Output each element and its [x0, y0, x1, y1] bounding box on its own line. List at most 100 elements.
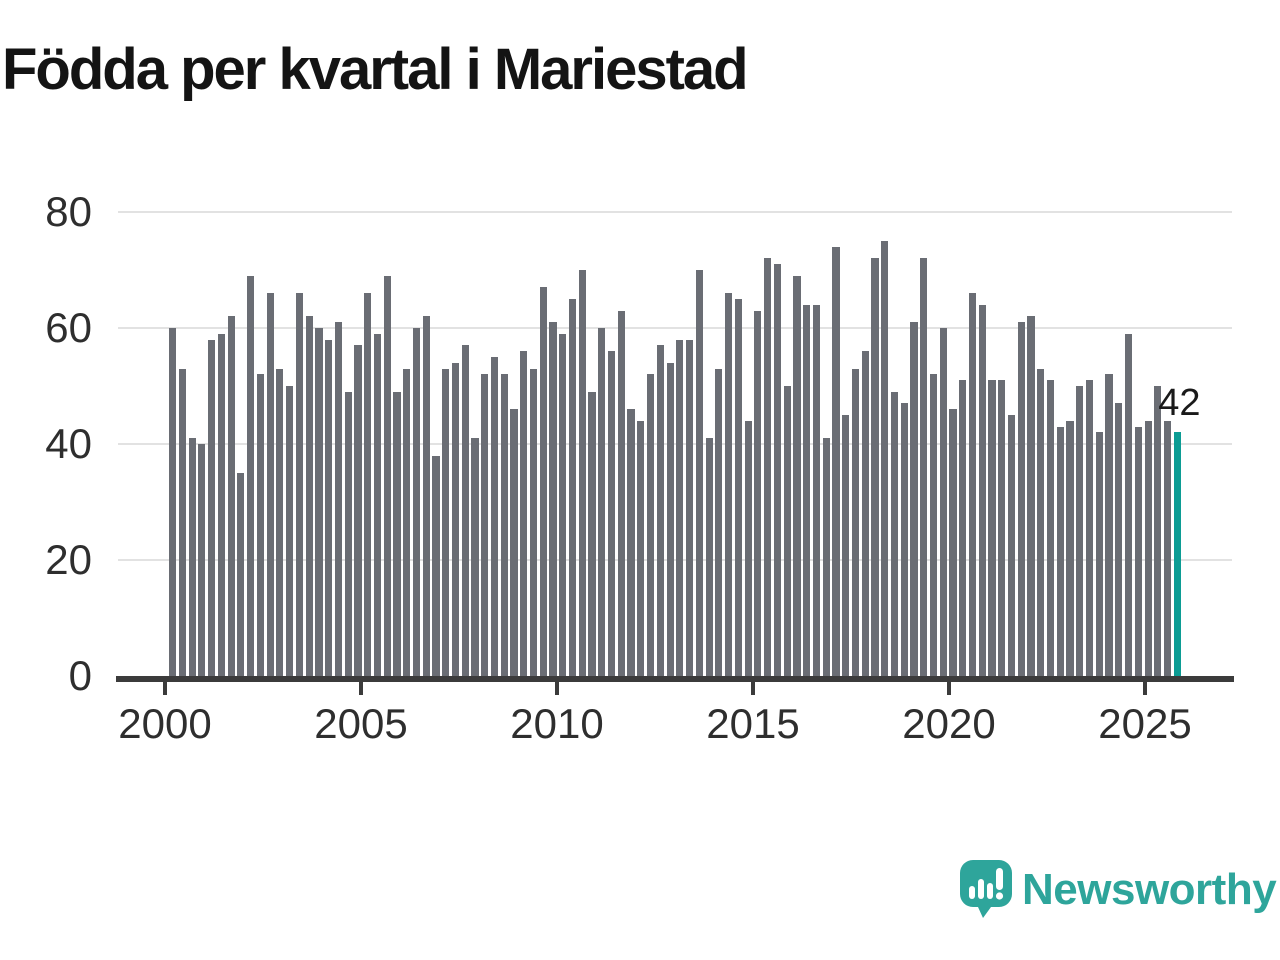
bar-2025-q2: [1154, 386, 1162, 676]
x-axis-label-2015: 2015: [706, 700, 800, 747]
bar-2024-q4: [1134, 426, 1142, 676]
bar-2012-q2: [646, 374, 655, 676]
bar-2000-q1: [169, 328, 177, 676]
y-axis-label-40: 40: [45, 420, 92, 467]
bar-2012-q4: [666, 362, 674, 676]
x-axis-tick-2020: [947, 682, 951, 695]
bar-2016-q3: [812, 304, 821, 676]
bar-2014-q1: [715, 368, 723, 676]
bar-2020-q3: [968, 293, 977, 676]
bar-2011-q4: [627, 409, 635, 676]
x-axis-tick-2000: [163, 682, 167, 695]
bar-2013-q2: [686, 339, 694, 676]
bar-2000-q3: [188, 438, 196, 676]
bar-2006-q3: [422, 316, 430, 676]
bar-2015-q1: [754, 310, 762, 676]
bar-2005-q2: [373, 333, 382, 676]
bar-2002-q4: [276, 368, 284, 676]
bar-2023-q4: [1095, 432, 1103, 676]
bar-2002-q1: [247, 275, 255, 676]
bar-2018-q1: [871, 258, 879, 676]
bar-2019-q3: [929, 374, 938, 676]
x-axis-line: [116, 676, 1234, 682]
bar-2000-q4: [198, 444, 206, 676]
bar-2022-q1: [1027, 316, 1035, 676]
bar-2008-q3: [500, 374, 508, 676]
bar-2001-q2: [217, 333, 225, 676]
bar-2017-q3: [851, 368, 860, 676]
bar-2023-q1: [1066, 420, 1074, 676]
bar-2004-q1: [325, 339, 333, 676]
x-axis-tick-2005: [359, 682, 363, 695]
bar-2009-q4: [549, 322, 557, 676]
bar-2002-q2: [256, 374, 264, 676]
bar-2015-q3: [773, 264, 781, 676]
bar-2003-q4: [315, 328, 323, 676]
bar-2004-q2: [334, 322, 343, 676]
bar-2001-q4: [237, 473, 245, 676]
bar-2017-q2: [842, 415, 850, 676]
bar-2022-q3: [1046, 380, 1055, 676]
bar-2017-q4: [861, 351, 869, 676]
bar-2006-q1: [403, 368, 411, 676]
y-axis-label-60: 60: [45, 304, 92, 351]
bar-2008-q2: [490, 357, 499, 676]
bar-2011-q3: [617, 310, 625, 676]
bar-2000-q2: [178, 368, 186, 676]
bar-2018-q3: [890, 391, 899, 676]
y-axis-label-0: 0: [68, 652, 92, 699]
y-axis-label-80: 80: [45, 188, 92, 235]
bar-2019-q1: [910, 322, 918, 676]
bar-2019-q4: [939, 328, 947, 676]
bar-2025-q4-highlight: [1173, 432, 1181, 676]
bar-2021-q1: [988, 380, 996, 676]
bar-2021-q4: [1017, 322, 1025, 676]
newsworthy-logo: Newsworthy: [960, 859, 1277, 921]
bar-2025-q3: [1164, 420, 1172, 676]
bar-2020-q4: [978, 304, 986, 676]
bar-2024-q2: [1115, 403, 1123, 676]
gridline-y-60: [118, 327, 1232, 329]
x-axis-label-2005: 2005: [314, 700, 408, 747]
bar-2013-q3: [695, 270, 703, 676]
bar-2022-q2: [1037, 368, 1045, 676]
x-axis-label-2010: 2010: [510, 700, 604, 747]
x-axis-label-2020: 2020: [902, 700, 996, 747]
chart-title: Födda per kvartal i Mariestad: [2, 37, 749, 102]
bar-2006-q4: [432, 455, 440, 676]
x-axis-tick-2010: [555, 682, 559, 695]
bar-2008-q1: [481, 374, 489, 676]
bar-2010-q1: [559, 333, 567, 676]
bar-2008-q4: [510, 409, 518, 676]
bar-2022-q4: [1056, 426, 1064, 676]
bar-2015-q4: [783, 386, 791, 676]
bar-2004-q3: [344, 391, 352, 676]
bar-2021-q2: [998, 380, 1006, 676]
gridline-y-40: [118, 443, 1232, 445]
latest-value-label: 42: [1158, 382, 1201, 425]
bar-2013-q4: [705, 438, 713, 676]
bar-2001-q1: [208, 339, 216, 676]
x-axis-tick-2025: [1143, 682, 1147, 695]
bar-2015-q2: [764, 258, 772, 676]
bar-2012-q3: [656, 345, 664, 676]
x-axis-tick-2015: [751, 682, 755, 695]
bar-2018-q4: [900, 403, 908, 676]
bar-2024-q3: [1124, 333, 1133, 676]
bar-2003-q1: [286, 386, 294, 676]
gridline-y-20: [118, 559, 1232, 561]
bar-2016-q1: [793, 275, 801, 676]
bar-2003-q2: [295, 293, 303, 676]
newsworthy-speech-bubble-chart-icon: [960, 860, 1012, 918]
bar-2024-q1: [1105, 374, 1113, 676]
bar-2014-q2: [725, 293, 733, 676]
bar-2001-q3: [227, 316, 235, 676]
bar-2007-q4: [471, 438, 479, 676]
bar-2005-q3: [383, 275, 391, 676]
bar-2009-q3: [539, 287, 547, 676]
bar-2011-q2: [607, 351, 616, 676]
gridline-y-80: [118, 211, 1232, 213]
bar-2012-q1: [637, 420, 645, 676]
bar-2014-q4: [744, 420, 752, 676]
